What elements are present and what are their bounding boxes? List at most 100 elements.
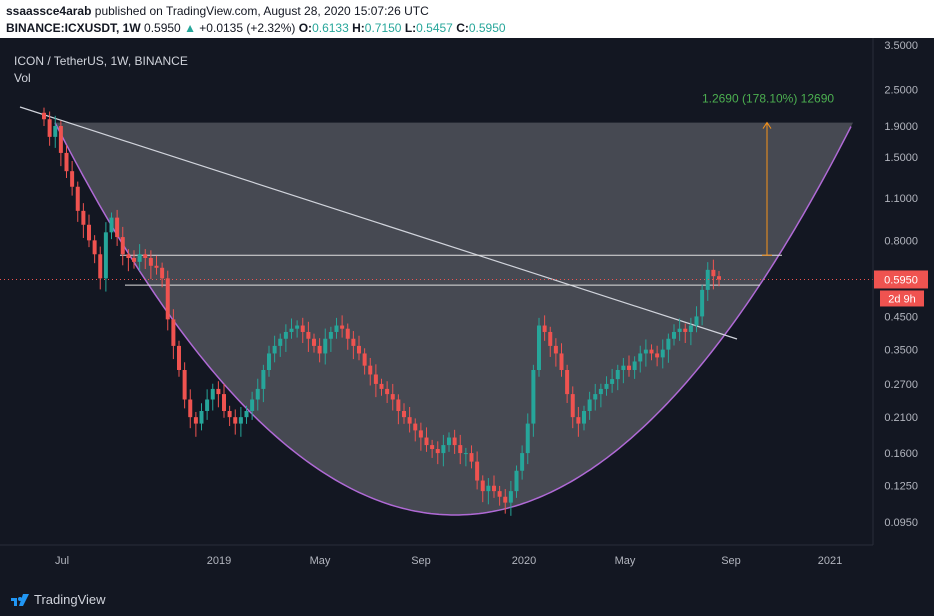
candle-body xyxy=(92,240,97,255)
low-label: L: xyxy=(404,21,417,35)
brand-name[interactable]: TradingView xyxy=(34,592,106,607)
time-tick-label: Sep xyxy=(411,555,431,567)
candle-body xyxy=(649,349,654,354)
tradingview-logo-icon[interactable] xyxy=(10,593,30,607)
price-tick-label: 0.3500 xyxy=(884,345,918,357)
footer: TradingView xyxy=(0,584,934,616)
candle-body xyxy=(289,328,294,332)
candle-body xyxy=(559,353,564,370)
candle-body xyxy=(531,369,536,424)
candle-body xyxy=(193,417,198,424)
cup-curve-line xyxy=(54,122,852,516)
candle-body xyxy=(317,345,322,354)
candle-body xyxy=(357,345,361,354)
candle-body xyxy=(345,328,350,339)
candle-body xyxy=(503,496,508,503)
drawings-layer xyxy=(19,106,853,516)
candle-body xyxy=(688,325,693,332)
candle-body xyxy=(233,417,238,424)
candle-body xyxy=(87,224,91,241)
price-tick-label: 1.1000 xyxy=(884,193,918,205)
candle-body xyxy=(210,388,215,400)
candle-body xyxy=(418,430,423,438)
candle-body xyxy=(261,369,266,389)
candle-body xyxy=(700,289,705,317)
candle-body xyxy=(548,331,553,346)
candle-body xyxy=(295,325,300,329)
price-tick-label: 0.2100 xyxy=(884,412,918,424)
candle-body xyxy=(81,210,86,225)
candle-body xyxy=(199,410,204,424)
candle-body xyxy=(70,171,75,187)
candle-body xyxy=(165,278,170,320)
candle-body xyxy=(638,353,643,362)
candle-body xyxy=(132,257,136,262)
candle-body xyxy=(58,126,63,153)
candle-body xyxy=(250,399,255,411)
high-value: 0.7150 xyxy=(364,21,402,35)
candle-body xyxy=(430,445,435,450)
candle-body xyxy=(553,345,558,354)
candle-body xyxy=(435,449,440,454)
candle-body xyxy=(610,379,615,384)
candle-body xyxy=(64,152,69,172)
downtrend-line xyxy=(19,106,738,340)
candle-body xyxy=(514,470,519,492)
candle-body xyxy=(407,417,412,424)
candle-body xyxy=(621,365,626,370)
last-price-label: 0.5950 xyxy=(884,274,918,286)
price-tick-label: 1.9000 xyxy=(884,121,918,133)
candle-body xyxy=(587,399,592,411)
candle-body xyxy=(126,254,131,258)
candle-body xyxy=(340,325,345,329)
candle-body xyxy=(272,345,277,354)
price-tick-label: 0.0950 xyxy=(884,517,918,529)
high-label: H: xyxy=(352,21,365,35)
candle-body xyxy=(373,374,378,384)
price-tick-label: 1.5000 xyxy=(884,152,918,164)
candle-body xyxy=(390,394,395,400)
candle-body xyxy=(120,237,125,255)
candle-body xyxy=(323,338,328,354)
candle-body xyxy=(666,338,671,350)
candle-body xyxy=(188,399,193,418)
candle-body xyxy=(672,331,676,339)
open-label: O: xyxy=(298,21,313,35)
price-tick-label: 0.1600 xyxy=(884,448,918,460)
candle-body xyxy=(115,217,120,238)
chart-title: ICON / TetherUS, 1W, BINANCE xyxy=(14,54,188,68)
candle-body xyxy=(182,369,187,400)
candle-body xyxy=(615,369,620,380)
candle-body xyxy=(396,399,401,411)
price-axis[interactable]: 3.5000 2.5000 1.9000 1.5000 1.1000 0.8000 0.45… xyxy=(884,40,918,529)
candle-body xyxy=(75,186,80,211)
candle-body xyxy=(238,417,243,424)
candle-body xyxy=(216,388,221,395)
time-axis[interactable]: Jul 2019 May Sep 2020 May Sep 2021 xyxy=(55,555,842,567)
time-tick-label: 2019 xyxy=(207,555,231,567)
price-chart[interactable]: 0.5950 2d 9h 1.2690 (178.10%) 12690 3.5000… xyxy=(0,38,934,584)
candle-body xyxy=(458,445,463,454)
open-value: 0.6133 xyxy=(312,21,349,35)
candle-body xyxy=(47,119,52,137)
symbol-label: BINANCE:ICXUSDT, 1W xyxy=(6,21,141,35)
close-label: C: xyxy=(456,21,469,35)
author-name[interactable]: ssaassce4arab xyxy=(6,4,92,18)
candle-body xyxy=(492,485,496,492)
candle-body xyxy=(328,331,333,339)
candle-body xyxy=(413,423,418,431)
candle-body xyxy=(542,325,547,332)
change-value: +0.0135 (+2.32%) xyxy=(199,21,296,35)
candle-body xyxy=(53,126,58,137)
published-text: published on TradingView.com, August 28,… xyxy=(94,4,429,18)
time-tick-label: Sep xyxy=(721,555,741,567)
time-tick-label: May xyxy=(310,555,331,567)
volume-indicator-label[interactable]: Vol xyxy=(14,71,31,85)
measure-arrow-head xyxy=(762,121,772,129)
candle-body xyxy=(103,232,108,279)
candle-body xyxy=(205,399,210,411)
candle-body xyxy=(283,331,288,339)
candle-body xyxy=(379,383,384,389)
last-value: 0.5950 xyxy=(144,21,181,35)
candle-body xyxy=(469,453,474,462)
